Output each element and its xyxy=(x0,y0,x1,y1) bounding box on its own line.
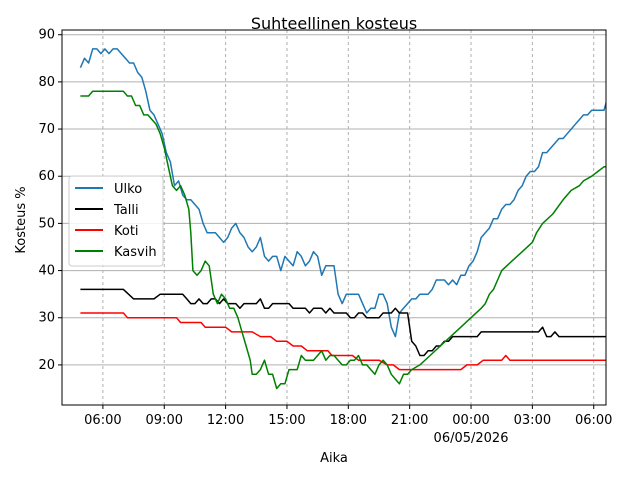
x-tick-label: 18:00 xyxy=(330,413,367,428)
y-axis-label: Kosteus % xyxy=(14,186,29,253)
x-tick-label: 21:00 xyxy=(391,413,428,428)
legend-label-koti: Koti xyxy=(114,224,139,239)
y-tick-label: 90 xyxy=(38,28,55,43)
legend-box xyxy=(68,175,164,267)
x-date-label: 06/05/2026 xyxy=(434,431,509,446)
y-tick-label: 20 xyxy=(38,358,55,373)
x-tick-label: 00:00 xyxy=(452,413,489,428)
chart-title: Suhteellinen kosteus xyxy=(251,14,417,33)
axis-ticks: 20 30 40 50 60 70 80 90 06:00 09:00 12:00 15:00 18:0… xyxy=(38,28,612,446)
x-tick-label: 09:00 xyxy=(146,413,183,428)
series-line-ulko xyxy=(79,48,606,338)
x-tick-label: 12:00 xyxy=(207,413,244,428)
y-tick-label: 40 xyxy=(38,264,55,279)
series-line-kasvih xyxy=(80,90,606,390)
x-tick-label: 06:00 xyxy=(84,413,121,428)
legend-label-talli: Talli xyxy=(113,203,139,218)
y-tick-label: 70 xyxy=(38,122,55,137)
y-tick-label: 30 xyxy=(38,311,55,326)
legend-label-ulko: Ulko xyxy=(114,182,142,197)
legend: Ulko Talli Koti Kasvih xyxy=(68,175,164,267)
series-lines xyxy=(79,48,606,390)
y-tick-label: 80 xyxy=(38,75,55,90)
x-tick-label: 15:00 xyxy=(268,413,305,428)
x-axis-label: Aika xyxy=(320,451,348,466)
x-tick-label: 03:00 xyxy=(514,413,551,428)
x-tick-label: 06:00 xyxy=(575,413,612,428)
grid xyxy=(62,30,606,405)
plot-frame xyxy=(61,29,607,406)
y-tick-label: 50 xyxy=(38,216,55,231)
legend-label-kasvih: Kasvih xyxy=(114,245,157,260)
series-line-talli xyxy=(80,288,606,357)
y-tick-label: 60 xyxy=(38,169,55,184)
